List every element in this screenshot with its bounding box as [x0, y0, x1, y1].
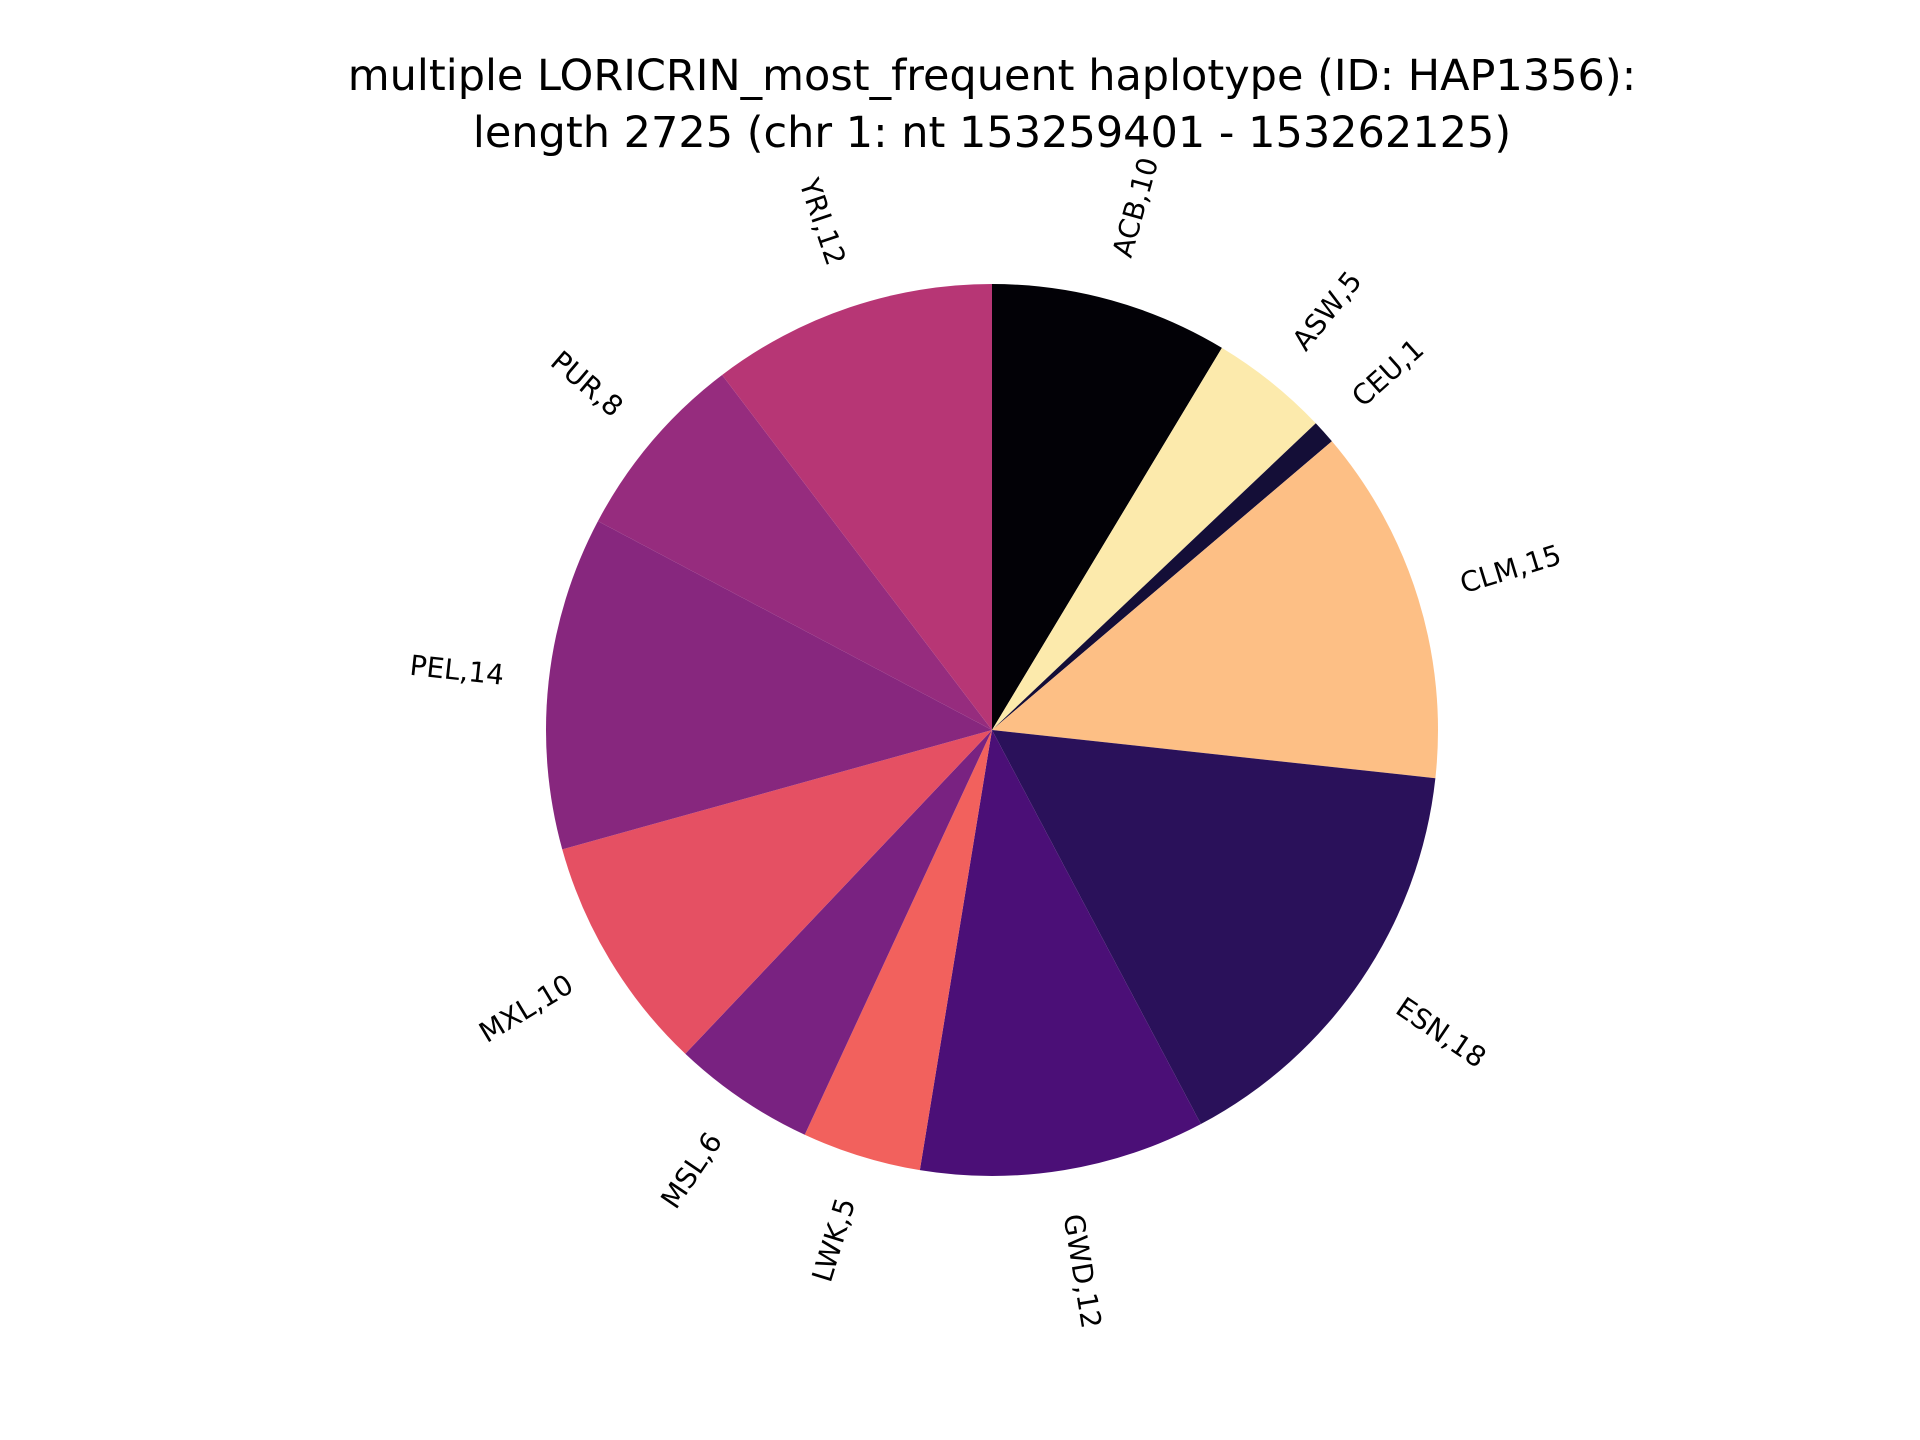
slice-label-acb: ACB,10 [1106, 154, 1165, 261]
slice-label-lwk: LWK,5 [805, 1194, 862, 1286]
pie-slice-mxl [562, 730, 992, 1054]
pie-slice-asw [992, 347, 1316, 730]
slice-label-gwd: GWD,12 [1057, 1212, 1108, 1331]
slice-label-msl: MSL,6 [654, 1126, 729, 1214]
chart-title-line-1: multiple LORICRIN_most_frequent haplotyp… [348, 51, 1636, 101]
pie-slice-gwd [919, 730, 1201, 1176]
pie-slice-yri [722, 284, 992, 730]
pie-slice-ceu [992, 423, 1332, 730]
pie-slice-esn [992, 730, 1436, 1125]
slice-label-asw: ASW,5 [1286, 265, 1369, 357]
pie-slice-clm [992, 441, 1438, 779]
pie-slice-acb [992, 284, 1222, 730]
chart-title-line-2: length 2725 (chr 1: nt 153259401 - 15326… [473, 108, 1511, 158]
slice-label-ceu: CEU,1 [1345, 332, 1430, 413]
slice-label-yri: YRI,12 [792, 173, 852, 269]
slice-label-clm: CLM,15 [1456, 538, 1565, 600]
pie-slice-msl [685, 730, 992, 1135]
pie-slice-pur [597, 374, 992, 730]
slice-label-esn: ESN,18 [1390, 991, 1492, 1075]
pie-slice-lwk [804, 730, 992, 1171]
slice-label-pel: PEL,14 [408, 649, 506, 692]
slice-label-mxl: MXL,10 [473, 968, 579, 1050]
slice-label-pur: PUR,8 [544, 344, 629, 423]
pie-slices [546, 284, 1438, 1176]
pie-slice-pel [546, 521, 992, 850]
